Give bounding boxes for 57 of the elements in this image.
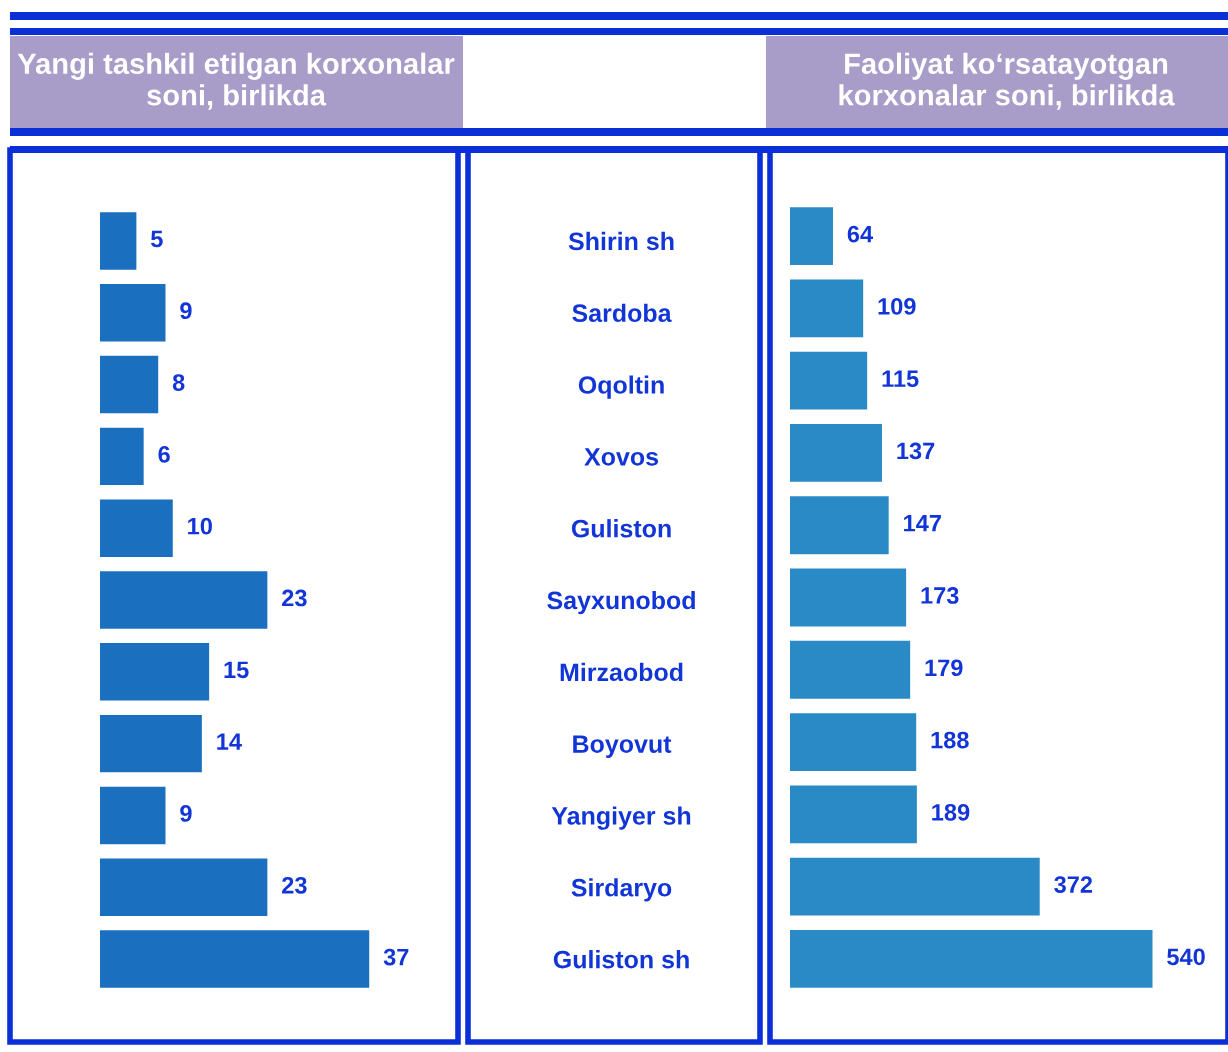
y-tick-label: Sardoba: [572, 303, 672, 323]
data-label: 14: [217, 733, 242, 750]
bar: [100, 427, 144, 486]
y-tick-label: Boyovut: [573, 735, 672, 758]
bar: [790, 424, 882, 482]
bar: [100, 714, 202, 773]
data-label: 179: [925, 659, 963, 677]
data-label: 37: [383, 948, 409, 966]
bar: [790, 857, 1040, 916]
data-label: 109: [878, 298, 916, 315]
y-tick-label: Mirzaobod: [560, 662, 683, 682]
data-label: 188: [931, 731, 969, 749]
y-tick-label: Sayxunobod: [547, 590, 695, 615]
y-tick-label: Shirin sh: [568, 231, 674, 251]
bar: [790, 207, 833, 266]
bar: [790, 640, 911, 699]
y-tick-label: Oqoltin: [578, 375, 664, 399]
data-label: 9: [180, 302, 192, 320]
bar: [790, 279, 864, 338]
y-tick-label: Xovos: [584, 448, 659, 466]
data-label: 540: [1167, 948, 1205, 966]
y-tick-label: Sirdaryo: [571, 878, 672, 902]
data-label: 147: [904, 515, 941, 532]
data-label: 6: [158, 445, 170, 463]
y-tick-label: Yangiyer sh: [551, 806, 691, 830]
data-label: 115: [882, 370, 919, 388]
bar: [790, 713, 917, 771]
bar: [100, 284, 166, 342]
chart-title: Yangi tashkil etilgan korxonalar soni, birlikda: [17, 52, 455, 110]
bar: [100, 786, 166, 845]
bar: [100, 355, 159, 414]
data-label: 15: [224, 661, 249, 679]
bar: [790, 785, 917, 844]
y-tick-label: Guliston: [571, 519, 671, 538]
bar: [100, 643, 210, 701]
chart-title: Faoliyat ko‘rsatayotgan korxonalar soni, birlikda: [839, 52, 1175, 110]
bar: [790, 496, 889, 555]
data-label: 372: [1054, 876, 1093, 893]
bar: [100, 499, 173, 557]
data-label: 64: [847, 225, 873, 243]
data-label: 23: [282, 876, 307, 894]
bar: [100, 571, 268, 629]
data-label: 9: [180, 805, 192, 822]
bar: [100, 930, 370, 988]
bar: [790, 351, 868, 410]
data-label: 8: [172, 374, 185, 391]
data-label: 5: [151, 230, 163, 248]
data-label: 189: [932, 803, 970, 821]
data-label: 137: [897, 442, 935, 460]
bar: [790, 929, 1153, 988]
data-label: 10: [188, 517, 212, 535]
bar: [100, 858, 268, 916]
data-label: 173: [921, 587, 959, 604]
data-label: 23: [282, 589, 307, 607]
y-tick-label: Guliston sh: [553, 950, 689, 969]
bar: [100, 212, 137, 270]
bar: [790, 568, 907, 627]
